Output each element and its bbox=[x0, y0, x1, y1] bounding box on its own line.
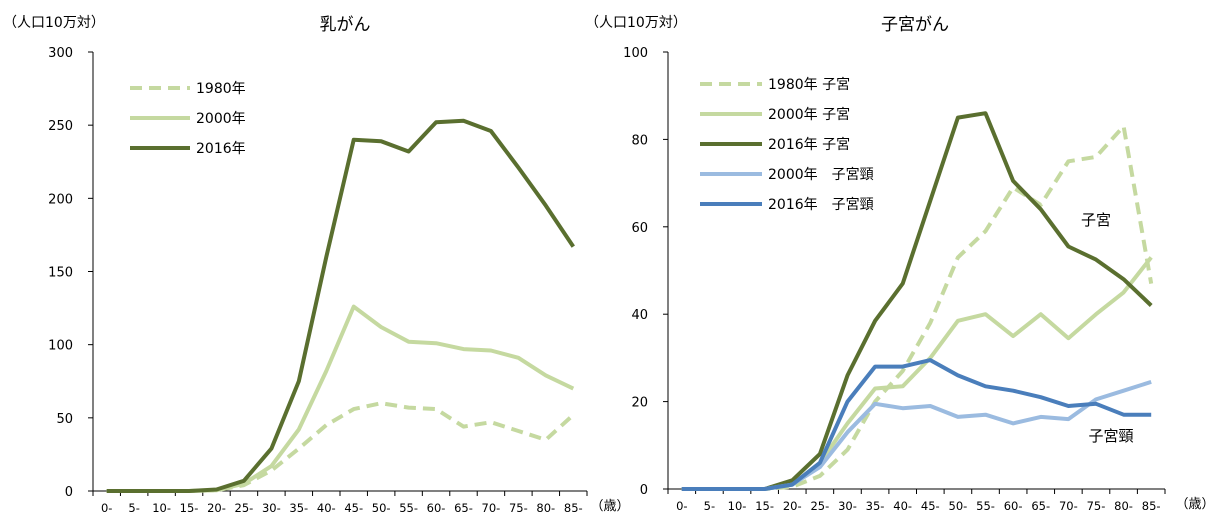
x-tick-label: 50- bbox=[372, 501, 391, 515]
x-tick-label: 0- bbox=[676, 499, 687, 513]
y-tick-label: 80 bbox=[631, 133, 648, 148]
x-tick-label: 5- bbox=[704, 499, 715, 513]
x-tick-label: 60- bbox=[427, 501, 446, 515]
legend-label: 2000年 bbox=[196, 111, 246, 127]
x-tick-label: 35- bbox=[866, 499, 885, 513]
x-tick-label: 35- bbox=[289, 501, 308, 515]
series-line-3 bbox=[106, 118, 575, 493]
chart-panel-1: 乳がん （人口10万対） 0 50 100 150 200 250 300 0- 5- 10- 15- 2… bbox=[3, 15, 630, 515]
chart-title: 乳がん bbox=[320, 15, 371, 35]
x-tick-label: 20- bbox=[207, 501, 226, 515]
x-tick-label: 25- bbox=[810, 499, 829, 513]
x-axis-label: （歳） bbox=[1175, 497, 1214, 512]
x-tick-label: 45- bbox=[921, 499, 940, 513]
series-line-1 bbox=[106, 401, 575, 493]
x-tick-label: 0- bbox=[101, 501, 112, 515]
x-tick-label: 10- bbox=[152, 501, 171, 515]
x-tick-label: 15- bbox=[755, 499, 774, 513]
x-tick-label: 10- bbox=[728, 499, 747, 513]
unit-label: （人口10万対） bbox=[3, 15, 105, 31]
y-tick-label: 100 bbox=[623, 46, 648, 61]
y-tick-label: 200 bbox=[48, 192, 73, 207]
x-tick-label: 50- bbox=[949, 499, 968, 513]
y-tick-label: 250 bbox=[48, 119, 73, 134]
series-line-4 bbox=[681, 379, 1152, 491]
unit-label: （人口10万対） bbox=[585, 15, 687, 31]
legend-label: 2000年 子宮頸 bbox=[768, 167, 874, 183]
x-axis-label: （歳） bbox=[590, 499, 629, 514]
y-tick-label: 20 bbox=[631, 396, 648, 411]
legend-label: 1980年 bbox=[196, 81, 246, 97]
legend-label: 2016年 子宮頸 bbox=[768, 197, 874, 213]
y-tick-label: 60 bbox=[631, 221, 648, 236]
x-tick-label: 40- bbox=[893, 499, 912, 513]
x-tick-label: 55- bbox=[976, 499, 995, 513]
x-tick-label: 25- bbox=[235, 501, 254, 515]
chart-panel-2: 子宮がん （人口10万対） 0 20 40 60 80 100 0- 5- 10- 15- 20- 25-… bbox=[585, 15, 1215, 513]
x-tick-label: 15- bbox=[180, 501, 199, 515]
y-tick-label: 40 bbox=[631, 308, 648, 323]
x-tick-label: 85- bbox=[564, 501, 583, 515]
x-tick-label: 45- bbox=[344, 501, 363, 515]
x-tick-label: 70- bbox=[1059, 499, 1078, 513]
y-tick-label: 100 bbox=[48, 339, 73, 354]
x-tick-label: 75- bbox=[1087, 499, 1106, 513]
series-line-2 bbox=[106, 304, 575, 493]
y-tick-label: 0 bbox=[640, 483, 648, 498]
x-tick-label: 65- bbox=[1031, 499, 1050, 513]
series-annotation: 子宮頸 bbox=[1088, 427, 1133, 445]
x-tick-label: 40- bbox=[317, 501, 336, 515]
x-tick-label: 80- bbox=[1114, 499, 1133, 513]
series-line-3 bbox=[681, 111, 1153, 491]
series-line-5 bbox=[681, 358, 1152, 491]
series-line-2 bbox=[681, 256, 1153, 491]
legend-label: 2016年 bbox=[196, 141, 246, 157]
x-tick-label: 30- bbox=[262, 501, 281, 515]
x-tick-label: 85- bbox=[1142, 499, 1161, 513]
y-tick-label: 0 bbox=[65, 485, 73, 500]
y-tick-label: 150 bbox=[48, 266, 73, 281]
x-tick-label: 80- bbox=[536, 501, 555, 515]
x-tick-label: 20- bbox=[783, 499, 802, 513]
legend-label: 2000年 子宮 bbox=[768, 107, 850, 123]
chart-title: 子宮がん bbox=[881, 15, 949, 35]
x-tick-label: 60- bbox=[1004, 499, 1023, 513]
legend-label: 2016年 子宮 bbox=[768, 137, 850, 153]
x-tick-label: 70- bbox=[482, 501, 501, 515]
series-annotation: 子宮 bbox=[1081, 211, 1111, 229]
x-tick-label: 55- bbox=[399, 501, 418, 515]
series-line-1 bbox=[681, 124, 1154, 491]
x-tick-label: 30- bbox=[838, 499, 857, 513]
legend-label: 1980年 子宮 bbox=[768, 77, 850, 93]
x-tick-label: 5- bbox=[128, 501, 139, 515]
x-tick-label: 75- bbox=[509, 501, 528, 515]
y-tick-label: 300 bbox=[48, 46, 73, 61]
x-tick-label: 65- bbox=[454, 501, 473, 515]
y-tick-label: 50 bbox=[56, 412, 73, 427]
